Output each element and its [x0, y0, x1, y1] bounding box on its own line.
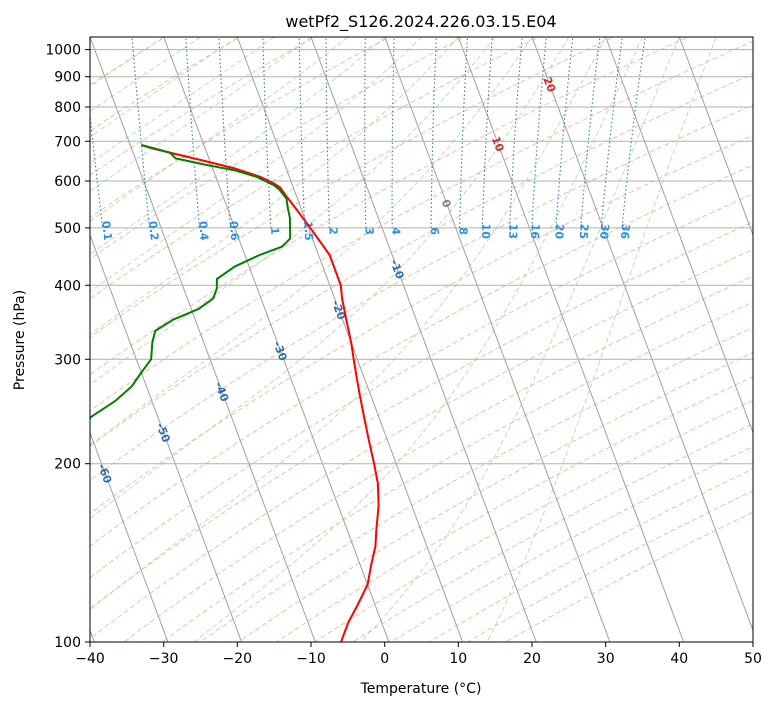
mixing-ratio-label: 25 [577, 223, 591, 239]
dry-adiabat [90, 37, 391, 219]
isotherm [90, 431, 169, 642]
temperature-profile [141, 144, 380, 642]
mixing-ratio-line [364, 37, 367, 228]
isotherm [384, 37, 611, 642]
y-tick-label: 100 [54, 635, 81, 651]
dewpoint-profile [90, 144, 292, 420]
dry-adiabat [199, 326, 753, 642]
y-tick-label: 900 [54, 70, 81, 86]
mixing-ratio-line [430, 37, 437, 228]
mixing-ratio-line [459, 37, 469, 228]
mixing-ratio-label: 36 [618, 223, 632, 240]
x-tick-label: −30 [149, 651, 179, 667]
mixing-ratio-label: 13 [506, 223, 520, 239]
mixing-ratio-label: 0.2 [146, 220, 161, 241]
mixing-ratio-label: 8 [456, 227, 469, 235]
dry-adiabat [90, 104, 753, 481]
mixing-ratio-label: 0.1 [99, 220, 114, 241]
x-tick-label: 0 [380, 651, 389, 667]
moist-adiabat [486, 37, 717, 642]
moist-adiabat [90, 37, 607, 611]
moist-adiabat [90, 37, 386, 256]
mixing-ratio-label: 3 [363, 227, 376, 235]
background-lines [90, 37, 753, 642]
dry-adiabat [123, 275, 753, 642]
y-tick-label: 1000 [45, 43, 81, 59]
isotherm [605, 37, 753, 435]
mixing-ratio-label: 6 [428, 227, 441, 235]
moist-adiabat [90, 37, 275, 165]
mixing-ratio-line [325, 37, 330, 228]
mixing-ratio-line [298, 37, 306, 228]
x-tick-label: 10 [449, 651, 467, 667]
isotherm-label: 10 [489, 135, 507, 154]
isotherm [310, 37, 537, 642]
moist-adiabat [90, 37, 164, 88]
x-axis: −40 −30 −20 −10 0 10 20 30 40 50 [75, 642, 762, 667]
mixing-ratio-line [262, 37, 272, 228]
dry-adiabat [90, 134, 753, 515]
isotherm [457, 37, 685, 642]
moist-adiabat [90, 37, 459, 336]
y-axis: 1000 900 800 700 600 500 400 300 200 100 [45, 43, 90, 651]
mixing-ratio-label: 0.6 [227, 221, 241, 242]
y-tick-label: 200 [54, 457, 81, 473]
isotherm [90, 37, 316, 642]
moist-adiabat [90, 37, 570, 520]
x-tick-label: 20 [523, 651, 541, 667]
mixing-ratio-label: 1 [268, 227, 281, 235]
mixing-ratio-label: 16 [528, 223, 542, 239]
moist-adiabat [90, 37, 201, 113]
mixing-ratio-label: 1.5 [301, 221, 315, 241]
y-tick-label: 600 [54, 174, 81, 190]
y-tick-label: 700 [54, 134, 81, 150]
dry-adiabat [90, 164, 753, 547]
mixing-ratio-label: 0.4 [196, 221, 211, 242]
x-axis-title: Temperature (°C) [360, 681, 482, 697]
mixing-ratio-line [391, 37, 395, 228]
isotherm [163, 37, 390, 642]
y-tick-label: 800 [54, 100, 81, 116]
dry-adiabat [90, 248, 753, 640]
x-tick-label: 50 [744, 651, 762, 667]
isotherm [90, 233, 243, 642]
isotherm-label: 20 [540, 75, 558, 94]
mixing-ratio-labels: 0.1 0.2 0.4 0.6 1 1.5 2 3 4 6 8 10 13 16 20 25 30 36 [99, 220, 632, 241]
dry-adiabat [237, 351, 753, 642]
moist-adiabat [193, 37, 643, 642]
isotherm [531, 37, 753, 632]
mixing-ratio-label: 20 [552, 223, 566, 240]
moist-adiabat [360, 37, 680, 642]
x-tick-label: −10 [296, 651, 326, 667]
y-tick-label: 500 [54, 221, 81, 237]
mixing-ratio-label: 4 [389, 227, 402, 235]
mixing-ratio-label: 10 [479, 223, 493, 239]
y-tick-label: 400 [54, 278, 81, 294]
chart-title: wetPf2_S126.2024.226.03.15.E04 [285, 12, 556, 32]
moist-adiabat [90, 37, 238, 138]
moist-adiabat [90, 37, 349, 222]
x-tick-label: −20 [223, 651, 253, 667]
y-tick-label: 300 [54, 352, 81, 368]
isotherm [678, 37, 753, 237]
x-tick-label: −40 [75, 651, 105, 667]
y-axis-title: Pressure (hPa) [12, 290, 28, 390]
mixing-ratio-label: 2 [326, 227, 339, 235]
plot-frame [89, 36, 754, 643]
profiles [90, 144, 380, 642]
x-tick-label: 40 [670, 651, 688, 667]
moist-adiabat [90, 37, 533, 446]
dry-adiabat [161, 301, 753, 642]
x-tick-label: 30 [597, 651, 615, 667]
mixing-ratio-label: 30 [597, 223, 611, 240]
